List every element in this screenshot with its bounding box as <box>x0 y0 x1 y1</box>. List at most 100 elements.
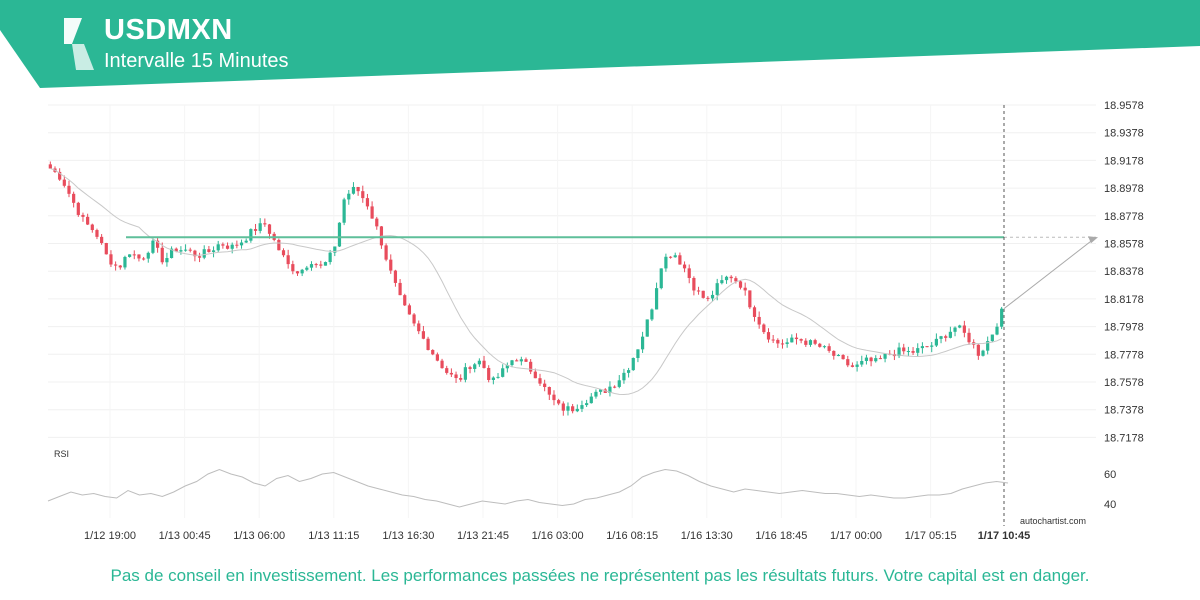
candle-body <box>664 256 668 269</box>
candle-body <box>776 339 780 344</box>
candle-body <box>869 357 873 362</box>
candle-body <box>613 386 617 388</box>
candle-body <box>183 249 188 251</box>
candle-body <box>566 406 570 411</box>
candle-body <box>673 255 677 258</box>
candle-body <box>258 223 262 231</box>
candle-body <box>244 240 248 243</box>
candle-body <box>309 264 314 268</box>
candle-body <box>328 252 332 263</box>
candle-body <box>277 239 281 251</box>
candlestick-series <box>48 161 1004 416</box>
candle-body <box>813 340 817 344</box>
candle-body <box>253 229 258 231</box>
candle-body <box>468 367 472 369</box>
candle-body <box>724 276 729 281</box>
time-tick-label: 1/16 03:00 <box>532 530 584 542</box>
current-time-label: 1/17 10:45 <box>978 530 1031 542</box>
candle-body <box>221 244 225 246</box>
candle-body <box>771 339 775 341</box>
candle-body <box>766 332 771 340</box>
price-gridlines <box>48 104 1096 438</box>
candle-body <box>263 223 267 225</box>
candle-body <box>608 386 612 393</box>
candle-body <box>431 349 435 355</box>
candle-body <box>561 403 565 411</box>
candle-body <box>62 179 66 186</box>
time-tick-label: 1/16 08:15 <box>606 530 658 542</box>
candle-body <box>501 368 505 377</box>
candle-body <box>202 249 206 258</box>
candle-body <box>314 264 318 266</box>
candle-body <box>295 271 300 274</box>
candle-body <box>715 283 719 295</box>
candle-body <box>165 258 169 263</box>
rsi-axis: 60 40 <box>1104 469 1116 511</box>
candle-body <box>883 353 887 359</box>
candle-body <box>822 346 827 348</box>
candle-body <box>72 193 76 203</box>
candle-body <box>505 365 509 369</box>
candle-body <box>780 343 785 345</box>
candle-body <box>142 258 146 260</box>
candle-body <box>487 367 491 381</box>
candle-body <box>850 365 855 367</box>
candle-body <box>118 265 122 268</box>
time-tick-label: 1/16 18:45 <box>755 530 807 542</box>
projection-arrow <box>1003 236 1097 310</box>
candle-body <box>860 361 864 365</box>
candle-body <box>370 206 374 219</box>
candle-body <box>645 319 649 337</box>
candle-body <box>981 350 985 356</box>
candle-body <box>281 250 286 256</box>
candle-body <box>874 358 878 362</box>
candle-body <box>720 280 724 284</box>
candle-body <box>855 364 859 367</box>
candle-body <box>193 250 197 257</box>
candle-body <box>375 218 379 227</box>
candle-body <box>128 254 132 257</box>
candle-body <box>342 199 346 223</box>
candle-body <box>752 307 757 317</box>
candle-body <box>179 250 183 252</box>
chart-header: USDMXN Intervalle 15 Minutes <box>0 0 1200 90</box>
candle-body <box>393 270 398 283</box>
time-tick-label: 1/13 06:00 <box>233 530 285 542</box>
candle-body <box>836 355 841 357</box>
candle-body <box>706 297 710 299</box>
candle-body <box>585 403 589 406</box>
candle-body <box>398 282 402 296</box>
candle-body <box>319 264 323 266</box>
candle-body <box>356 186 360 192</box>
candle-body <box>323 262 328 266</box>
candle-body <box>361 191 365 199</box>
time-tick-label: 1/13 21:45 <box>457 530 509 542</box>
candle-body <box>757 316 761 325</box>
time-tick-label: 1/12 19:00 <box>84 530 136 542</box>
candle-body <box>496 376 500 378</box>
candle-body <box>743 287 747 291</box>
candle-body <box>841 355 845 360</box>
time-tick-label: 1/13 00:45 <box>159 530 211 542</box>
candle-body <box>636 349 640 358</box>
rsi-tick-label: 40 <box>1104 499 1116 511</box>
projection-arrowhead-icon <box>1088 236 1098 244</box>
candle-body <box>571 406 575 412</box>
candle-body <box>538 378 542 384</box>
candle-body <box>491 377 495 381</box>
price-tick-label: 18.8178 <box>1104 294 1144 306</box>
time-tick-label: 1/17 05:15 <box>905 530 957 542</box>
candle-body <box>524 359 528 362</box>
candle-body <box>347 193 351 200</box>
candle-body <box>174 248 178 252</box>
candle-body <box>239 242 244 246</box>
candle-body <box>575 408 579 412</box>
candle-body <box>137 254 141 259</box>
candle-body <box>426 338 430 350</box>
candle-body <box>599 389 603 392</box>
candle-body <box>916 348 920 353</box>
candle-body <box>547 387 551 395</box>
candle-body <box>878 358 883 360</box>
candle-body <box>701 290 705 298</box>
candle-body <box>459 378 463 380</box>
